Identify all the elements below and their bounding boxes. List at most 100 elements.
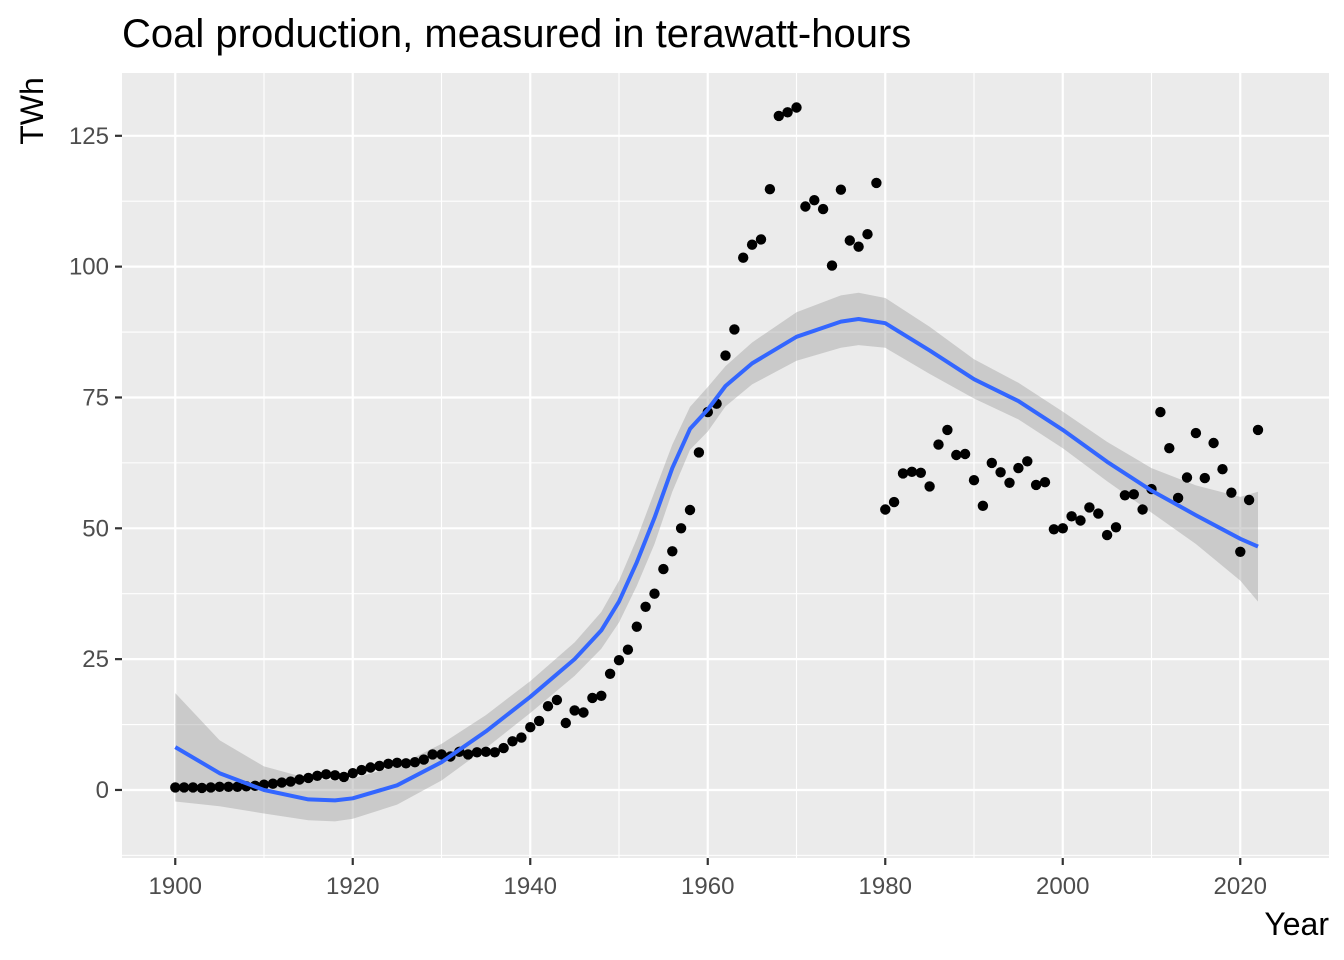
data-point <box>649 588 660 599</box>
data-point <box>995 467 1006 478</box>
data-point <box>178 782 190 793</box>
x-tick-label: 2020 <box>1214 873 1267 900</box>
data-point <box>791 102 802 113</box>
data-point <box>516 732 527 743</box>
data-point <box>507 736 518 747</box>
grid-major <box>122 73 1329 858</box>
data-point <box>658 563 669 575</box>
data-point <box>906 466 918 477</box>
data-point <box>1155 406 1166 418</box>
data-point <box>214 781 225 792</box>
y-tick-label: 125 <box>69 123 109 150</box>
data-point <box>320 769 332 780</box>
data-point <box>347 768 358 779</box>
x-tick-label: 1940 <box>504 873 557 900</box>
data-point <box>1217 464 1228 475</box>
data-point <box>942 424 953 436</box>
data-point <box>1164 443 1175 454</box>
data-point <box>294 774 305 785</box>
x-tick-label: 1980 <box>859 873 912 900</box>
data-point <box>1226 487 1237 498</box>
data-point <box>374 760 385 772</box>
data-point <box>968 475 980 486</box>
data-point <box>480 746 492 757</box>
data-point <box>1057 523 1069 534</box>
x-tick-label: 1900 <box>149 873 202 900</box>
data-point <box>738 252 749 263</box>
data-point <box>915 467 926 478</box>
data-point <box>418 754 429 765</box>
x-tick-label: 1920 <box>326 873 379 900</box>
chart-title: Coal production, measured in terawatt-ho… <box>122 12 911 56</box>
smooth-trend-line <box>174 317 1259 803</box>
data-point <box>1252 424 1264 436</box>
data-point <box>1110 522 1122 533</box>
x-axis-title: Year <box>1264 906 1329 942</box>
data-point <box>729 324 740 335</box>
y-tick-label: 0 <box>96 777 109 804</box>
data-point <box>631 621 642 632</box>
data-point <box>977 500 989 511</box>
data-point <box>267 778 279 789</box>
data-point <box>800 201 811 212</box>
data-point <box>933 439 944 450</box>
data-point <box>1128 489 1140 500</box>
data-point <box>613 655 625 666</box>
data-point <box>1172 492 1184 504</box>
data-point <box>436 749 447 760</box>
points-layer <box>170 102 1264 794</box>
data-point <box>809 195 820 206</box>
data-point <box>826 260 838 271</box>
data-point <box>205 782 216 793</box>
data-point <box>959 448 971 460</box>
data-point <box>1199 472 1211 484</box>
data-point <box>276 777 287 788</box>
data-point <box>1093 508 1104 519</box>
data-point <box>1101 529 1113 541</box>
data-point <box>578 707 589 718</box>
data-point <box>755 234 767 245</box>
data-point <box>1004 477 1015 488</box>
data-point <box>489 747 500 758</box>
data-point <box>560 717 571 729</box>
data-point <box>462 749 474 760</box>
data-point <box>1022 456 1033 467</box>
data-point <box>1208 437 1219 449</box>
data-point <box>1181 472 1193 483</box>
data-point <box>622 644 634 655</box>
data-point <box>1084 502 1095 513</box>
data-point <box>1048 524 1060 535</box>
x-tick-label: 2000 <box>1036 873 1089 900</box>
data-point <box>383 758 394 769</box>
y-axis-title: TWh <box>14 77 50 145</box>
smooth-line-layer <box>174 317 1259 803</box>
data-point <box>196 782 208 794</box>
data-point <box>835 184 847 195</box>
data-point <box>1137 504 1148 515</box>
data-point <box>187 782 199 793</box>
data-point <box>684 504 696 516</box>
data-point <box>1013 462 1024 474</box>
data-point <box>817 203 829 215</box>
data-point <box>569 705 580 716</box>
data-point <box>338 771 350 783</box>
data-point <box>551 694 563 706</box>
data-point <box>844 235 855 246</box>
data-point <box>764 184 776 195</box>
data-point <box>667 546 678 557</box>
data-point <box>951 449 962 461</box>
data-point <box>1030 479 1042 491</box>
y-tick-label: 100 <box>69 254 109 281</box>
data-point <box>862 229 873 240</box>
data-point <box>356 764 367 776</box>
data-point <box>587 692 598 704</box>
data-point <box>391 757 403 768</box>
data-point <box>400 758 412 769</box>
data-point <box>471 747 483 758</box>
data-point <box>773 110 784 122</box>
data-point <box>746 239 758 250</box>
x-tick-label: 1960 <box>681 873 734 900</box>
data-point <box>604 668 616 679</box>
data-point <box>285 776 296 787</box>
